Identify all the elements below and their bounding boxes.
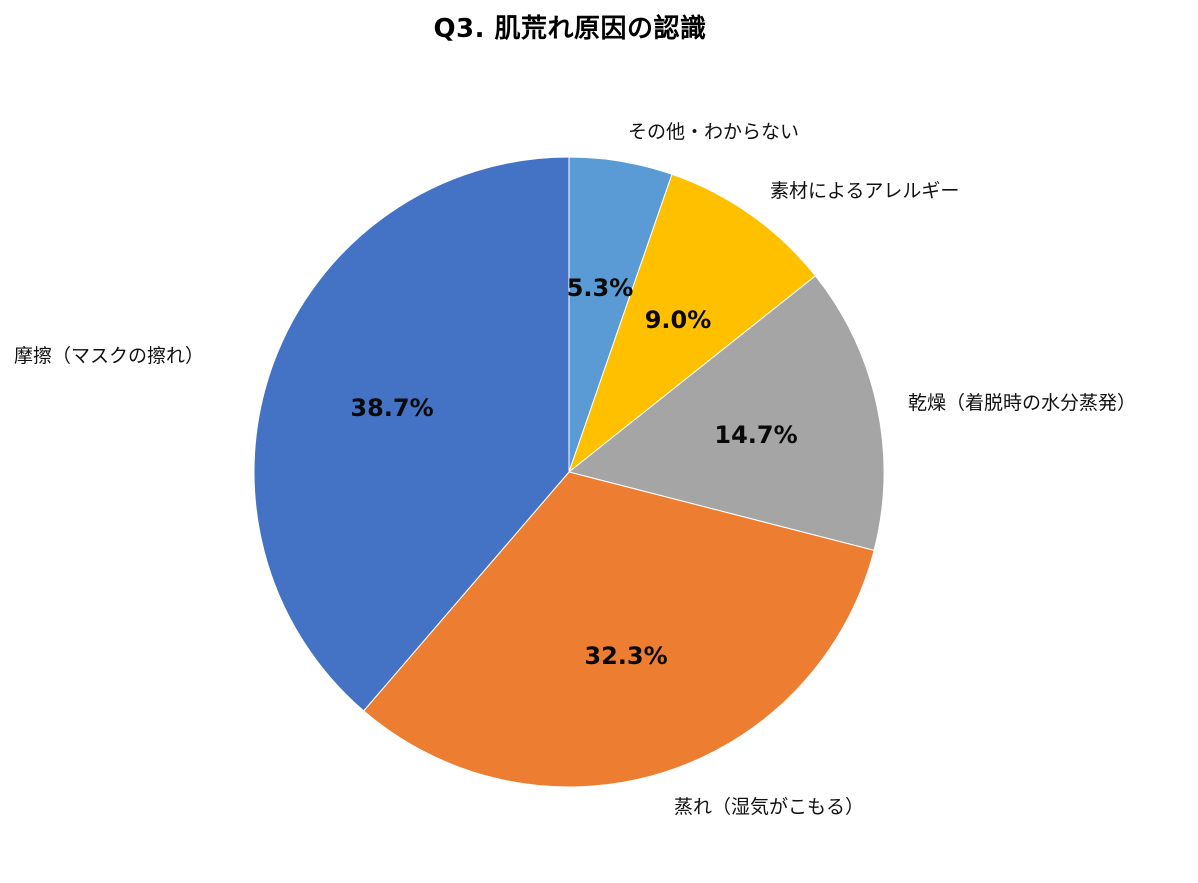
pct-label-allergy: 9.0% [644,306,712,334]
pie-slice-allergy [567,173,817,474]
chart-title: Q3. 肌荒れ原因の認識 [433,14,707,44]
category-label-allergy: 素材によるアレルギー [770,180,960,202]
category-label-other: その他・わからない [628,121,800,143]
pct-label-stuffiness: 32.3% [584,642,668,670]
category-label-dryness: 乾燥（着脱時の水分蒸発） [908,392,1137,414]
pct-label-friction: 38.7% [350,394,434,422]
pct-label-dryness: 14.7% [714,421,798,449]
category-label-stuffiness: 蒸れ（湿気がこもる） [674,796,865,818]
category-label-friction: 摩擦（マスクの擦れ） [14,345,205,367]
pie-slice-dryness [567,275,885,551]
pie-slice-stuffiness [362,471,875,788]
pie-slice-friction [253,156,570,712]
pct-label-other: 5.3% [566,274,634,302]
